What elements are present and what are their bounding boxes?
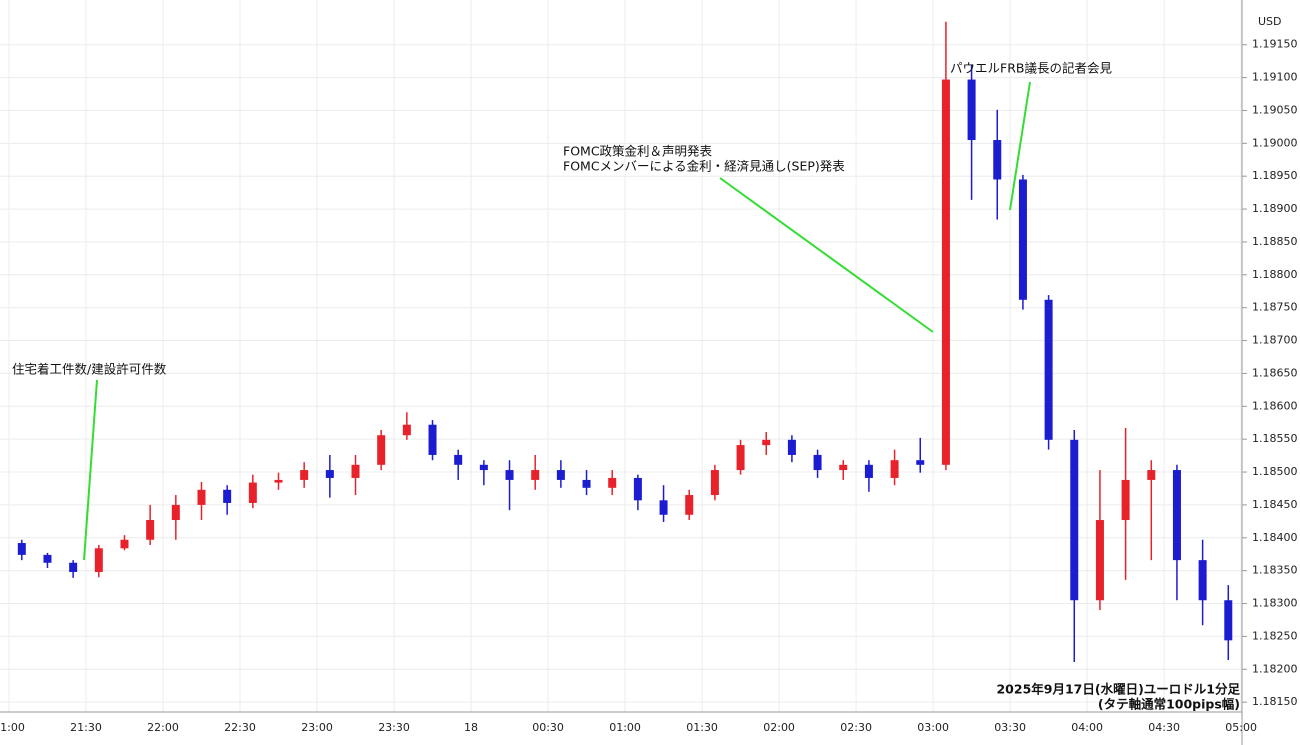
candle-body	[710, 470, 719, 496]
candle-body	[377, 435, 386, 465]
annotation: 住宅着工件数/建設許可件数	[12, 362, 167, 377]
y-tick-label: 1.18450	[1252, 498, 1298, 511]
x-tick-label: 22:30	[224, 721, 256, 734]
y-tick-label: 1.18550	[1252, 432, 1298, 445]
y-tick-label: 1.18300	[1252, 597, 1298, 610]
x-tick-label: 01:00	[609, 721, 641, 734]
candle-body	[967, 79, 976, 141]
candle-body	[505, 470, 514, 480]
candle-body	[1198, 560, 1207, 601]
y-tick-label: 1.18250	[1252, 629, 1298, 642]
x-tick-label: 01:30	[686, 721, 718, 734]
candle-body	[839, 464, 848, 471]
x-tick-label: 04:00	[1071, 721, 1103, 734]
candle-body	[197, 489, 206, 505]
y-tick-label: 1.19150	[1252, 38, 1298, 51]
candle-body	[1044, 299, 1053, 440]
y-tick-label: 1.18350	[1252, 564, 1298, 577]
candles	[17, 21, 1233, 663]
x-tick-label: 23:00	[301, 721, 333, 734]
candle-body	[582, 479, 591, 488]
candle-body	[1224, 600, 1233, 641]
x-tick-label: 02:00	[763, 721, 795, 734]
y-tick-label: 1.18600	[1252, 399, 1298, 412]
candle-body	[1070, 439, 1079, 601]
x-tick-label: 04:30	[1148, 721, 1180, 734]
y-tick-label: 1.18650	[1252, 366, 1298, 379]
candle-body	[146, 520, 155, 540]
candle-body	[1172, 470, 1181, 561]
x-tick-label: 21:00	[0, 721, 25, 734]
candle-body	[300, 470, 309, 480]
candle-body	[762, 439, 771, 446]
candle-body	[223, 489, 232, 503]
candle-body	[916, 460, 925, 465]
candle-body	[685, 495, 694, 515]
annotation-line	[1009, 81, 1031, 211]
candle-body	[274, 479, 283, 483]
x-tick-label: 00:30	[532, 721, 564, 734]
x-tick-label: 23:30	[378, 721, 410, 734]
candle-body	[1147, 470, 1156, 480]
x-tick-label: 03:00	[917, 721, 949, 734]
candle-body	[248, 482, 257, 503]
candle-body	[1121, 479, 1130, 521]
candle-body	[325, 470, 334, 478]
candle-body	[479, 464, 488, 471]
y-tick-label: 1.19050	[1252, 103, 1298, 116]
currency-label: USD	[1258, 15, 1282, 28]
note: (タテ軸通常100pips幅)	[1098, 697, 1240, 712]
y-tick-label: 1.18400	[1252, 531, 1298, 544]
candle-body	[890, 460, 899, 478]
candle-body	[787, 439, 796, 455]
candle-body	[17, 543, 26, 555]
candle-body	[43, 554, 52, 563]
annotation: パウエルFRB議長の記者会見	[950, 61, 1112, 76]
candle-body	[864, 464, 873, 478]
y-tick-label: 1.18700	[1252, 334, 1298, 347]
candle-body	[531, 470, 540, 480]
y-tick-label: 1.19100	[1252, 71, 1298, 84]
x-tick-label: 03:30	[994, 721, 1026, 734]
candle-body	[941, 79, 950, 465]
annotation: FOMCメンバーによる金利・経済見通し(SEP)発表	[563, 159, 845, 174]
y-tick-label: 1.19000	[1252, 136, 1298, 149]
y-tick-label: 1.18850	[1252, 235, 1298, 248]
y-tick-label: 1.18900	[1252, 202, 1298, 215]
y-tick-label: 1.18150	[1252, 695, 1298, 708]
x-tick-label: 22:00	[147, 721, 179, 734]
candle-body	[402, 424, 411, 436]
candle-body	[556, 470, 565, 480]
candle-body	[120, 539, 129, 549]
note: 2025年9月17日(水曜日)ユーロドル1分足	[996, 682, 1240, 697]
candle-body	[608, 477, 617, 488]
candle-body	[351, 464, 360, 478]
candle-body	[633, 477, 642, 501]
candle-body	[813, 454, 822, 471]
x-tick-label: 21:30	[70, 721, 102, 734]
annotation-line	[83, 379, 98, 561]
candle-body	[1095, 520, 1104, 601]
y-tick-label: 1.18750	[1252, 301, 1298, 314]
annotation-line	[719, 177, 934, 333]
candle-body	[993, 140, 1002, 180]
y-tick-label: 1.18950	[1252, 169, 1298, 182]
y-tick-label: 1.18800	[1252, 268, 1298, 281]
x-tick-label: 05:00	[1225, 721, 1257, 734]
candle-body	[736, 445, 745, 471]
y-tick-label: 1.18500	[1252, 465, 1298, 478]
candle-body	[659, 500, 668, 515]
candle-body	[1018, 179, 1027, 300]
x-tick-label: 02:30	[840, 721, 872, 734]
x-tick-label: 18	[464, 721, 478, 734]
candle-body	[69, 562, 78, 572]
annotation: FOMC政策金利＆声明発表	[563, 144, 713, 159]
candle-body	[454, 454, 463, 465]
candle-body	[428, 424, 437, 455]
y-tick-label: 1.18200	[1252, 662, 1298, 675]
candle-body	[171, 504, 180, 521]
grid	[0, 0, 1242, 712]
candle-body	[94, 548, 103, 572]
